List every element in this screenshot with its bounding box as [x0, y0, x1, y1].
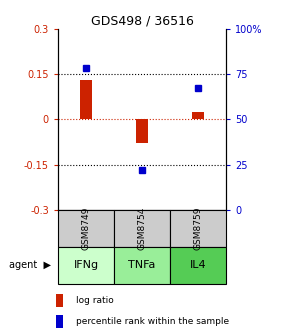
- Bar: [114, 210, 170, 247]
- Text: IFNg: IFNg: [73, 260, 99, 270]
- Bar: [170, 210, 226, 247]
- Text: percentile rank within the sample: percentile rank within the sample: [76, 317, 229, 326]
- Bar: [56, 294, 63, 307]
- Text: GSM8759: GSM8759: [194, 207, 203, 250]
- Text: log ratio: log ratio: [76, 296, 114, 305]
- Text: GSM8754: GSM8754: [137, 207, 147, 250]
- Bar: [58, 210, 114, 247]
- Text: TNFa: TNFa: [128, 260, 156, 270]
- Bar: [192, 112, 204, 119]
- Text: GSM8749: GSM8749: [81, 207, 90, 250]
- Bar: [80, 80, 92, 119]
- Text: IL4: IL4: [190, 260, 206, 270]
- Bar: [56, 315, 63, 328]
- Bar: [114, 247, 170, 284]
- Title: GDS498 / 36516: GDS498 / 36516: [91, 14, 193, 28]
- Text: agent  ▶: agent ▶: [9, 260, 51, 270]
- Bar: [58, 247, 114, 284]
- Bar: [170, 247, 226, 284]
- Bar: [136, 119, 148, 143]
